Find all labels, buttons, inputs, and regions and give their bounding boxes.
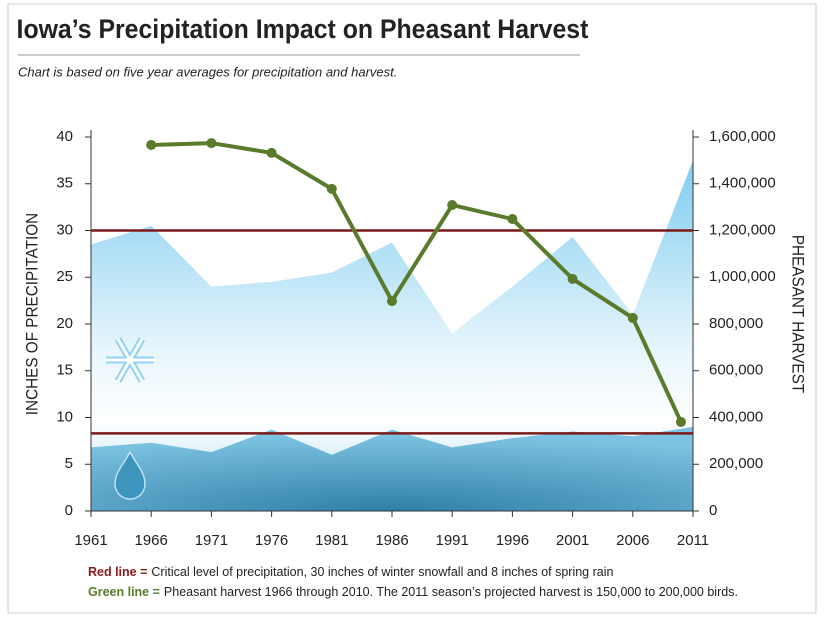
x-tick-label: 1986 bbox=[375, 532, 408, 549]
y2-tick-label: 1,200,000 bbox=[709, 221, 776, 238]
x-tick-label: 1976 bbox=[255, 532, 288, 549]
x-tick-label: 1981 bbox=[315, 532, 348, 549]
point bbox=[267, 148, 277, 158]
legend-text: Pheasant harvest 1966 through 2010. The … bbox=[164, 585, 738, 599]
x-tick-label: 1996 bbox=[496, 532, 529, 549]
point bbox=[387, 296, 397, 306]
y-tick-label: 20 bbox=[56, 315, 73, 332]
x-tick-label: 1991 bbox=[436, 532, 469, 549]
y2-tick-label: 400,000 bbox=[709, 408, 763, 425]
y2-tick-label: 0 bbox=[709, 502, 717, 519]
x-tick-label: 2011 bbox=[677, 532, 709, 549]
x-tick-label: 2006 bbox=[616, 532, 649, 549]
x-tick-label: 2001 bbox=[556, 532, 589, 549]
point bbox=[327, 184, 337, 194]
y2-tick-label: 800,000 bbox=[709, 315, 763, 332]
y2-axis-title: PHEASANT HARVEST bbox=[788, 235, 807, 393]
y-tick-label: 35 bbox=[56, 175, 73, 192]
point bbox=[447, 200, 457, 210]
chart-title: Iowa’s Precipitation Impact on Pheasant … bbox=[17, 15, 589, 44]
point bbox=[568, 274, 578, 284]
point bbox=[146, 140, 156, 150]
point bbox=[628, 313, 638, 323]
y-tick-label: 0 bbox=[65, 502, 73, 519]
x-tick-label: 1961 bbox=[74, 532, 107, 549]
y-tick-label: 40 bbox=[56, 128, 73, 145]
x-tick-label: 1971 bbox=[195, 532, 228, 549]
point bbox=[676, 417, 686, 427]
legend-label: Green line = bbox=[88, 585, 160, 599]
point bbox=[507, 214, 517, 224]
y-tick-label: 5 bbox=[65, 455, 73, 472]
legend-note: Red line = Critical level of precipitatio… bbox=[88, 565, 613, 579]
legend-text: Critical level of precipitation, 30 inch… bbox=[151, 565, 613, 579]
y2-tick-label: 600,000 bbox=[709, 362, 763, 379]
y-tick-label: 25 bbox=[56, 268, 73, 285]
y2-tick-label: 1,600,000 bbox=[709, 128, 776, 145]
x-tick-label: 1966 bbox=[135, 532, 168, 549]
y-tick-label: 10 bbox=[56, 408, 73, 425]
chart-subtitle: Chart is based on five year averages for… bbox=[18, 64, 397, 79]
y2-tick-label: 200,000 bbox=[709, 455, 763, 472]
y2-tick-label: 1,000,000 bbox=[709, 268, 776, 285]
legend-note: Green line = Pheasant harvest 1966 throug… bbox=[88, 585, 738, 599]
y-tick-label: 15 bbox=[56, 362, 73, 379]
point bbox=[206, 138, 216, 148]
y-tick-label: 30 bbox=[56, 221, 73, 238]
chart: Iowa’s Precipitation Impact on Pheasant … bbox=[0, 0, 824, 617]
y2-tick-label: 1,400,000 bbox=[709, 175, 776, 192]
legend-label: Red line = bbox=[88, 565, 147, 579]
y-axis-title: INCHES OF PRECIPITATION bbox=[23, 213, 42, 415]
